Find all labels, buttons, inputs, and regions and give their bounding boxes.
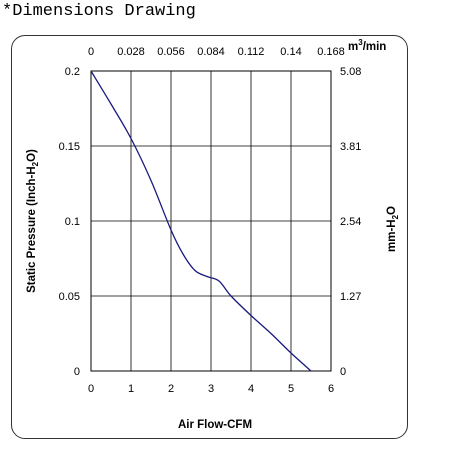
grid xyxy=(91,71,331,371)
x-tick-label: 4 xyxy=(248,383,254,395)
x-tick-label: 2 xyxy=(168,383,174,395)
plot-area xyxy=(90,70,332,372)
x2-tick-label: 0.084 xyxy=(197,46,225,58)
x2-tick-label: 0.168 xyxy=(317,46,345,58)
y2-tick-label: 1.27 xyxy=(340,291,361,303)
x2-tick-label: 0.14 xyxy=(280,46,301,58)
x-tick-label: 0 xyxy=(88,383,94,395)
x2-tick-label: 0 xyxy=(88,46,94,58)
x2-tick-label: 0.056 xyxy=(157,46,185,58)
x2-tick-label: 0.112 xyxy=(238,46,265,58)
x-tick-label: 1 xyxy=(128,383,134,395)
page-heading: *Dimensions Drawing xyxy=(2,2,196,21)
x-tick-label: 5 xyxy=(288,383,294,395)
chart-frame xyxy=(11,35,408,439)
x-tick-label: 6 xyxy=(328,383,334,395)
y-axis-label-right: mm-H2O xyxy=(386,206,400,252)
y-axis-label-left: Static Pressure (Inch-H2O) xyxy=(26,149,40,293)
y2-tick-label: 5.08 xyxy=(340,66,361,78)
x-axis-label: Air Flow-CFM xyxy=(178,419,252,431)
y-tick-label: 0 xyxy=(74,366,80,378)
y-tick-label: 0.1 xyxy=(65,216,80,228)
series-line xyxy=(90,70,312,372)
y2-tick-label: 0 xyxy=(340,366,346,378)
y2-tick-label: 2.54 xyxy=(340,216,361,228)
y-tick-label: 0.15 xyxy=(59,141,80,153)
y2-tick-label: 3.81 xyxy=(340,141,361,153)
y-tick-label: 0.05 xyxy=(59,291,80,303)
top-axis-unit: m3/min xyxy=(348,38,386,53)
x-tick-label: 3 xyxy=(208,383,214,395)
x2-tick-label: 0.028 xyxy=(117,46,145,58)
y-tick-label: 0.2 xyxy=(65,66,80,78)
